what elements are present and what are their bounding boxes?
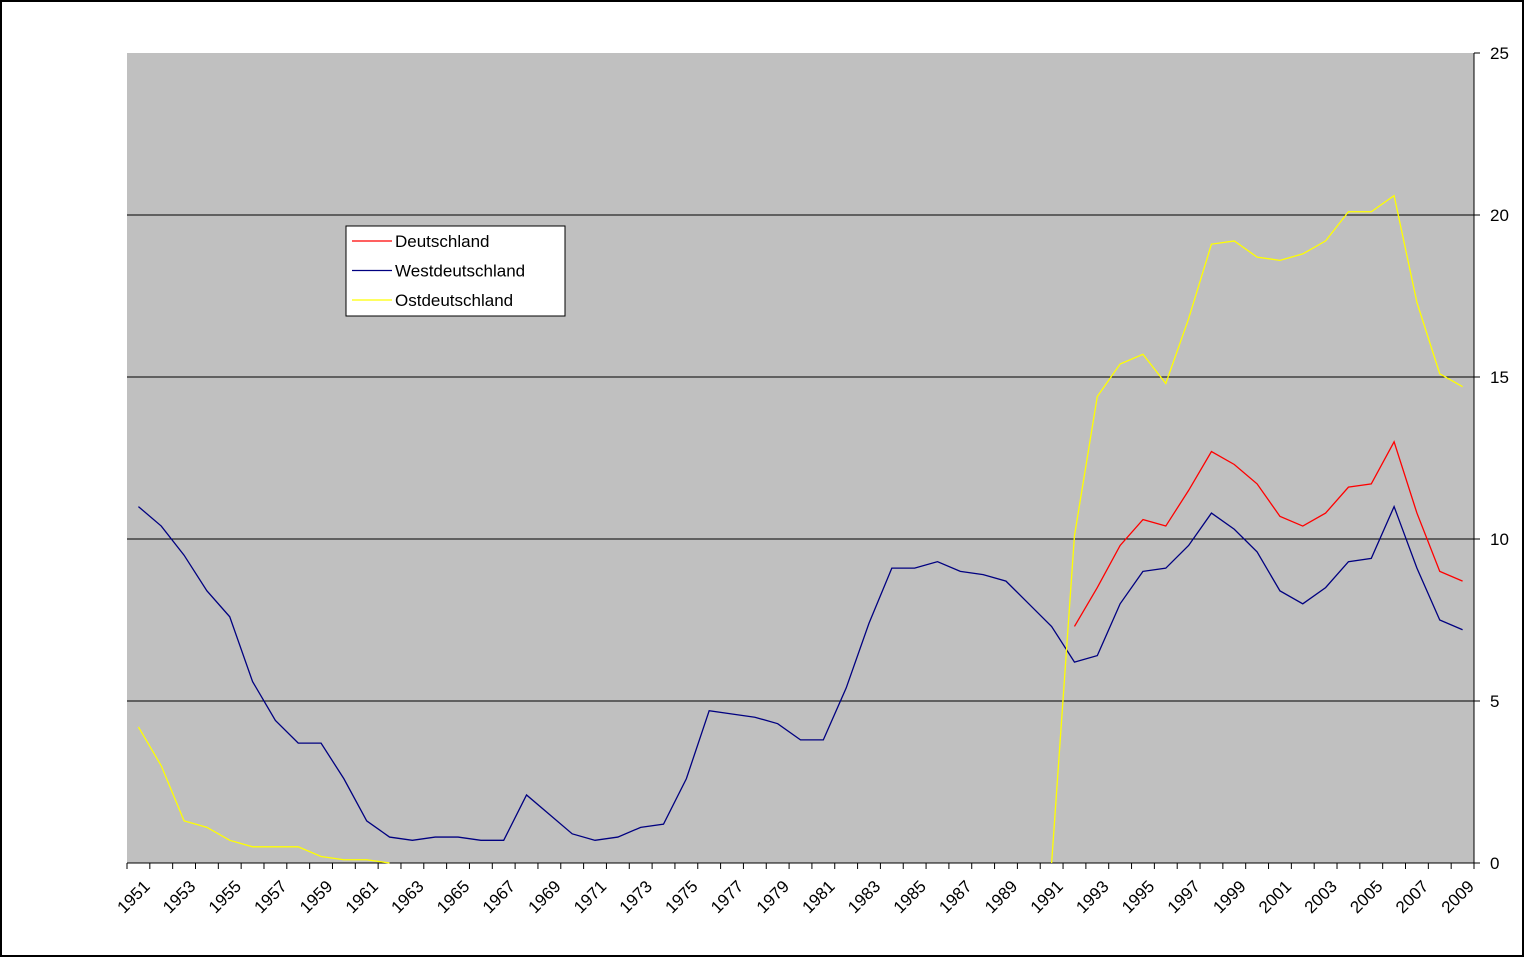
y-tick-label: 0 (1490, 854, 1499, 873)
series-line (137, 504, 1463, 841)
series-line (1073, 440, 1463, 627)
y-tick-label: 25 (1490, 44, 1509, 63)
y-tick-label: 5 (1490, 692, 1499, 711)
y-tick-label: 20 (1490, 206, 1509, 225)
y-tick-label: 10 (1490, 530, 1509, 549)
series-line (1050, 194, 1463, 864)
legend-label: Deutschland (395, 232, 490, 251)
y-tick-label: 15 (1490, 368, 1509, 387)
legend-label: Ostdeutschland (395, 291, 513, 310)
series-line (137, 726, 390, 864)
plot-area (127, 53, 1474, 863)
legend-label: Westdeutschland (395, 262, 525, 281)
